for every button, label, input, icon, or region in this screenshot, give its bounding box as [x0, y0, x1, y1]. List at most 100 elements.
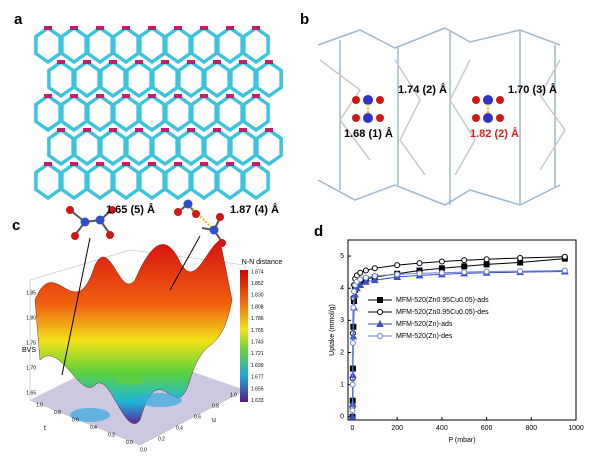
marker — [517, 255, 524, 261]
marker — [362, 277, 370, 285]
z-tick-label: 1.80 — [26, 315, 36, 321]
marker — [394, 271, 401, 278]
hexagon — [177, 127, 205, 167]
colorbar-tick-label: 1.655 — [251, 386, 264, 392]
panel-label: d — [314, 223, 323, 240]
hexagon — [164, 93, 192, 133]
marker — [394, 262, 401, 269]
x-tick-label: 800 — [525, 425, 537, 432]
hexagon — [34, 93, 62, 133]
u-tick-label: 0.8 — [212, 403, 219, 409]
x-tick-label: 1000 — [568, 425, 584, 432]
marker — [461, 269, 468, 276]
marker — [416, 270, 423, 277]
legend-label: MFM-520(Zn0.95Cu0.05)-des — [396, 309, 489, 316]
molecules-b — [352, 95, 504, 123]
hexagon — [34, 161, 62, 201]
hexagon — [190, 25, 218, 65]
hexagon — [73, 127, 101, 167]
hexagon — [242, 93, 270, 133]
u-tick-label: 0.2 — [158, 436, 165, 442]
hexagon — [47, 127, 75, 167]
hexagon — [99, 59, 127, 99]
colorbar-tick-label: 1.721 — [251, 351, 264, 357]
y-tick-label: 5 — [340, 253, 344, 260]
distance-label: 1.65 (5) Å — [106, 203, 155, 216]
marker — [351, 288, 358, 295]
hexagon — [229, 59, 257, 99]
x-tick-label: 400 — [436, 425, 448, 432]
hexagon — [86, 25, 114, 65]
marker — [362, 267, 369, 274]
series-line — [352, 271, 565, 417]
t-tick-label: 0.6 — [72, 417, 79, 423]
axis-label: t — [44, 425, 46, 432]
hexagon — [47, 59, 75, 99]
hexagon — [34, 25, 62, 65]
framework-b — [317, 27, 566, 206]
hexagon — [164, 25, 192, 65]
colorbar-tick-label: 1.786 — [251, 316, 264, 322]
hexagon — [203, 127, 231, 167]
z-tick-label: 1.85 — [26, 290, 36, 296]
colorbar-tick-label: 1.765 — [251, 328, 264, 334]
plot-frame — [347, 239, 577, 421]
hexagon — [255, 127, 283, 167]
panel-label: b — [300, 11, 309, 28]
hexagon — [60, 25, 88, 65]
x-axis-label: P (mbar) — [448, 437, 475, 444]
marker — [371, 273, 378, 279]
colorbar-tick-label: 1.808 — [251, 304, 264, 310]
marker — [350, 304, 357, 311]
hexagon — [242, 25, 270, 65]
z-tick-label: 1.70 — [26, 365, 36, 371]
hexagon — [216, 25, 244, 65]
t-tick-label: 0.2 — [108, 432, 115, 438]
hexagon — [60, 93, 88, 133]
hexagon — [151, 59, 179, 99]
y-tick-label: 0 — [340, 414, 344, 421]
hexagon — [216, 93, 244, 133]
marker — [461, 257, 468, 264]
marker — [483, 256, 490, 263]
x-tick-label: 200 — [391, 425, 403, 432]
hexagon — [86, 93, 114, 133]
hexagon — [112, 161, 140, 201]
z-tick-label: 1.75 — [26, 340, 36, 346]
marker — [561, 253, 568, 260]
hexagon — [190, 161, 218, 201]
hexagon — [164, 161, 192, 201]
hexagon — [151, 127, 179, 167]
axis-label: u — [212, 417, 216, 424]
u-tick-label: 0.4 — [176, 425, 183, 431]
legend-marker — [377, 333, 383, 339]
t-tick-label: 0.4 — [90, 425, 97, 431]
x-tick-label: 0 — [351, 425, 355, 432]
marker — [349, 381, 356, 388]
marker — [357, 276, 364, 283]
distance-label: 1.87 (4) Å — [230, 203, 279, 216]
series-line — [352, 270, 565, 411]
marker — [349, 339, 356, 346]
hexagon — [138, 161, 166, 201]
legend-label: MFM-520(Zn)-ads — [396, 321, 453, 328]
y-tick-label: 3 — [340, 317, 344, 324]
colorbar-tick-label: 1.699 — [251, 363, 264, 369]
legend-label: MFM-520(Zn0.95Cu0.05)-ads — [396, 297, 489, 304]
colorbar-tick-label: 1.852 — [251, 281, 264, 287]
marker — [461, 263, 468, 270]
marker — [517, 268, 524, 275]
marker — [483, 261, 490, 268]
hexagon — [86, 161, 114, 201]
colorbar-tick-label: 1.830 — [251, 293, 264, 299]
surface-plot — [29, 239, 246, 446]
t-tick-label: 0.8 — [54, 410, 61, 416]
chart: 0 200 400 600 800 1000 0 1 2 3 4 5 P (mbar) Uptake (m… — [329, 239, 584, 444]
legend-marker — [377, 297, 383, 303]
hexagon — [216, 161, 244, 201]
t-tick-label: 0.0 — [126, 440, 133, 446]
colorbar-tick-label: 1.633 — [251, 398, 264, 404]
hexagon — [73, 59, 101, 99]
y-axis-label: Uptake (mmol/g) — [329, 304, 336, 356]
